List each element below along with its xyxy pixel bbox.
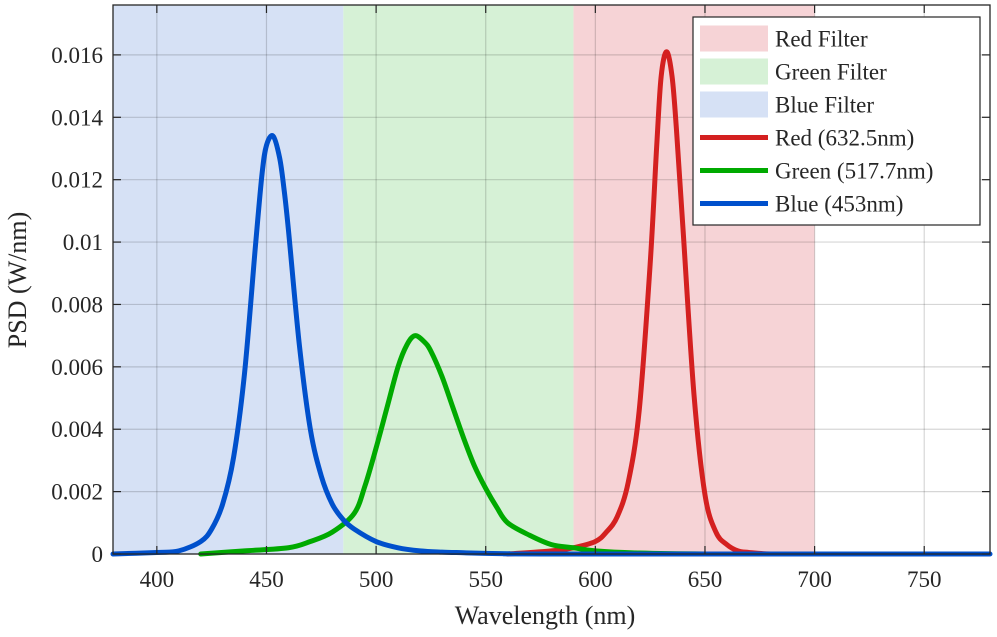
y-tick-label-5: 0.01 — [63, 230, 103, 255]
x-tick-label-4: 600 — [578, 567, 613, 592]
x-tick-label-7: 750 — [907, 567, 942, 592]
series-line-2 — [110, 133, 993, 557]
legend-label-1: Green Filter — [775, 60, 887, 85]
x-tick-label-2: 500 — [359, 567, 394, 592]
y-tick-label-0: 0 — [92, 542, 104, 567]
x-axis-label: Wavelength (nm) — [455, 601, 636, 630]
legend-label-2: Blue Filter — [775, 93, 874, 118]
x-tick-label-0: 400 — [140, 567, 175, 592]
legend-label-3: Red (632.5nm) — [775, 126, 914, 151]
y-tick-label-1: 0.002 — [51, 480, 103, 505]
x-tick-label-6: 700 — [797, 567, 832, 592]
x-tick-label-5: 650 — [688, 567, 723, 592]
tick-labels: 400 450 500 550 600 650 700 750 0 0.002 0.004 0.006… — [51, 43, 941, 592]
y-tick-label-2: 0.004 — [51, 417, 103, 442]
legend: Red Filter Green Filter Blue Filter Red (63… — [692, 16, 981, 226]
legend-label-4: Green (517.7nm) — [775, 159, 933, 184]
y-tick-label-8: 0.016 — [51, 43, 103, 68]
x-tick-label-1: 450 — [249, 567, 284, 592]
legend-label-5: Blue (453nm) — [775, 192, 903, 217]
data-series — [110, 49, 993, 557]
legend-swatch-1 — [700, 58, 768, 85]
legend-label-0: Red Filter — [775, 27, 868, 52]
x-tick-label-3: 550 — [468, 567, 503, 592]
y-tick-label-7: 0.014 — [51, 105, 103, 130]
legend-box — [692, 16, 981, 226]
filter-band-1 — [343, 5, 574, 554]
series-line-0 — [505, 49, 818, 557]
legend-swatch-0 — [700, 25, 768, 52]
plot-frame — [112, 4, 991, 555]
axes-box — [112, 4, 991, 555]
filter-band-2 — [113, 5, 344, 554]
y-tick-label-3: 0.006 — [51, 355, 103, 380]
legend-swatch-2 — [700, 91, 768, 118]
y-axis-label: PSD (W/nm) — [3, 212, 32, 349]
y-tick-label-4: 0.008 — [51, 292, 103, 317]
y-tick-label-6: 0.012 — [51, 168, 103, 193]
